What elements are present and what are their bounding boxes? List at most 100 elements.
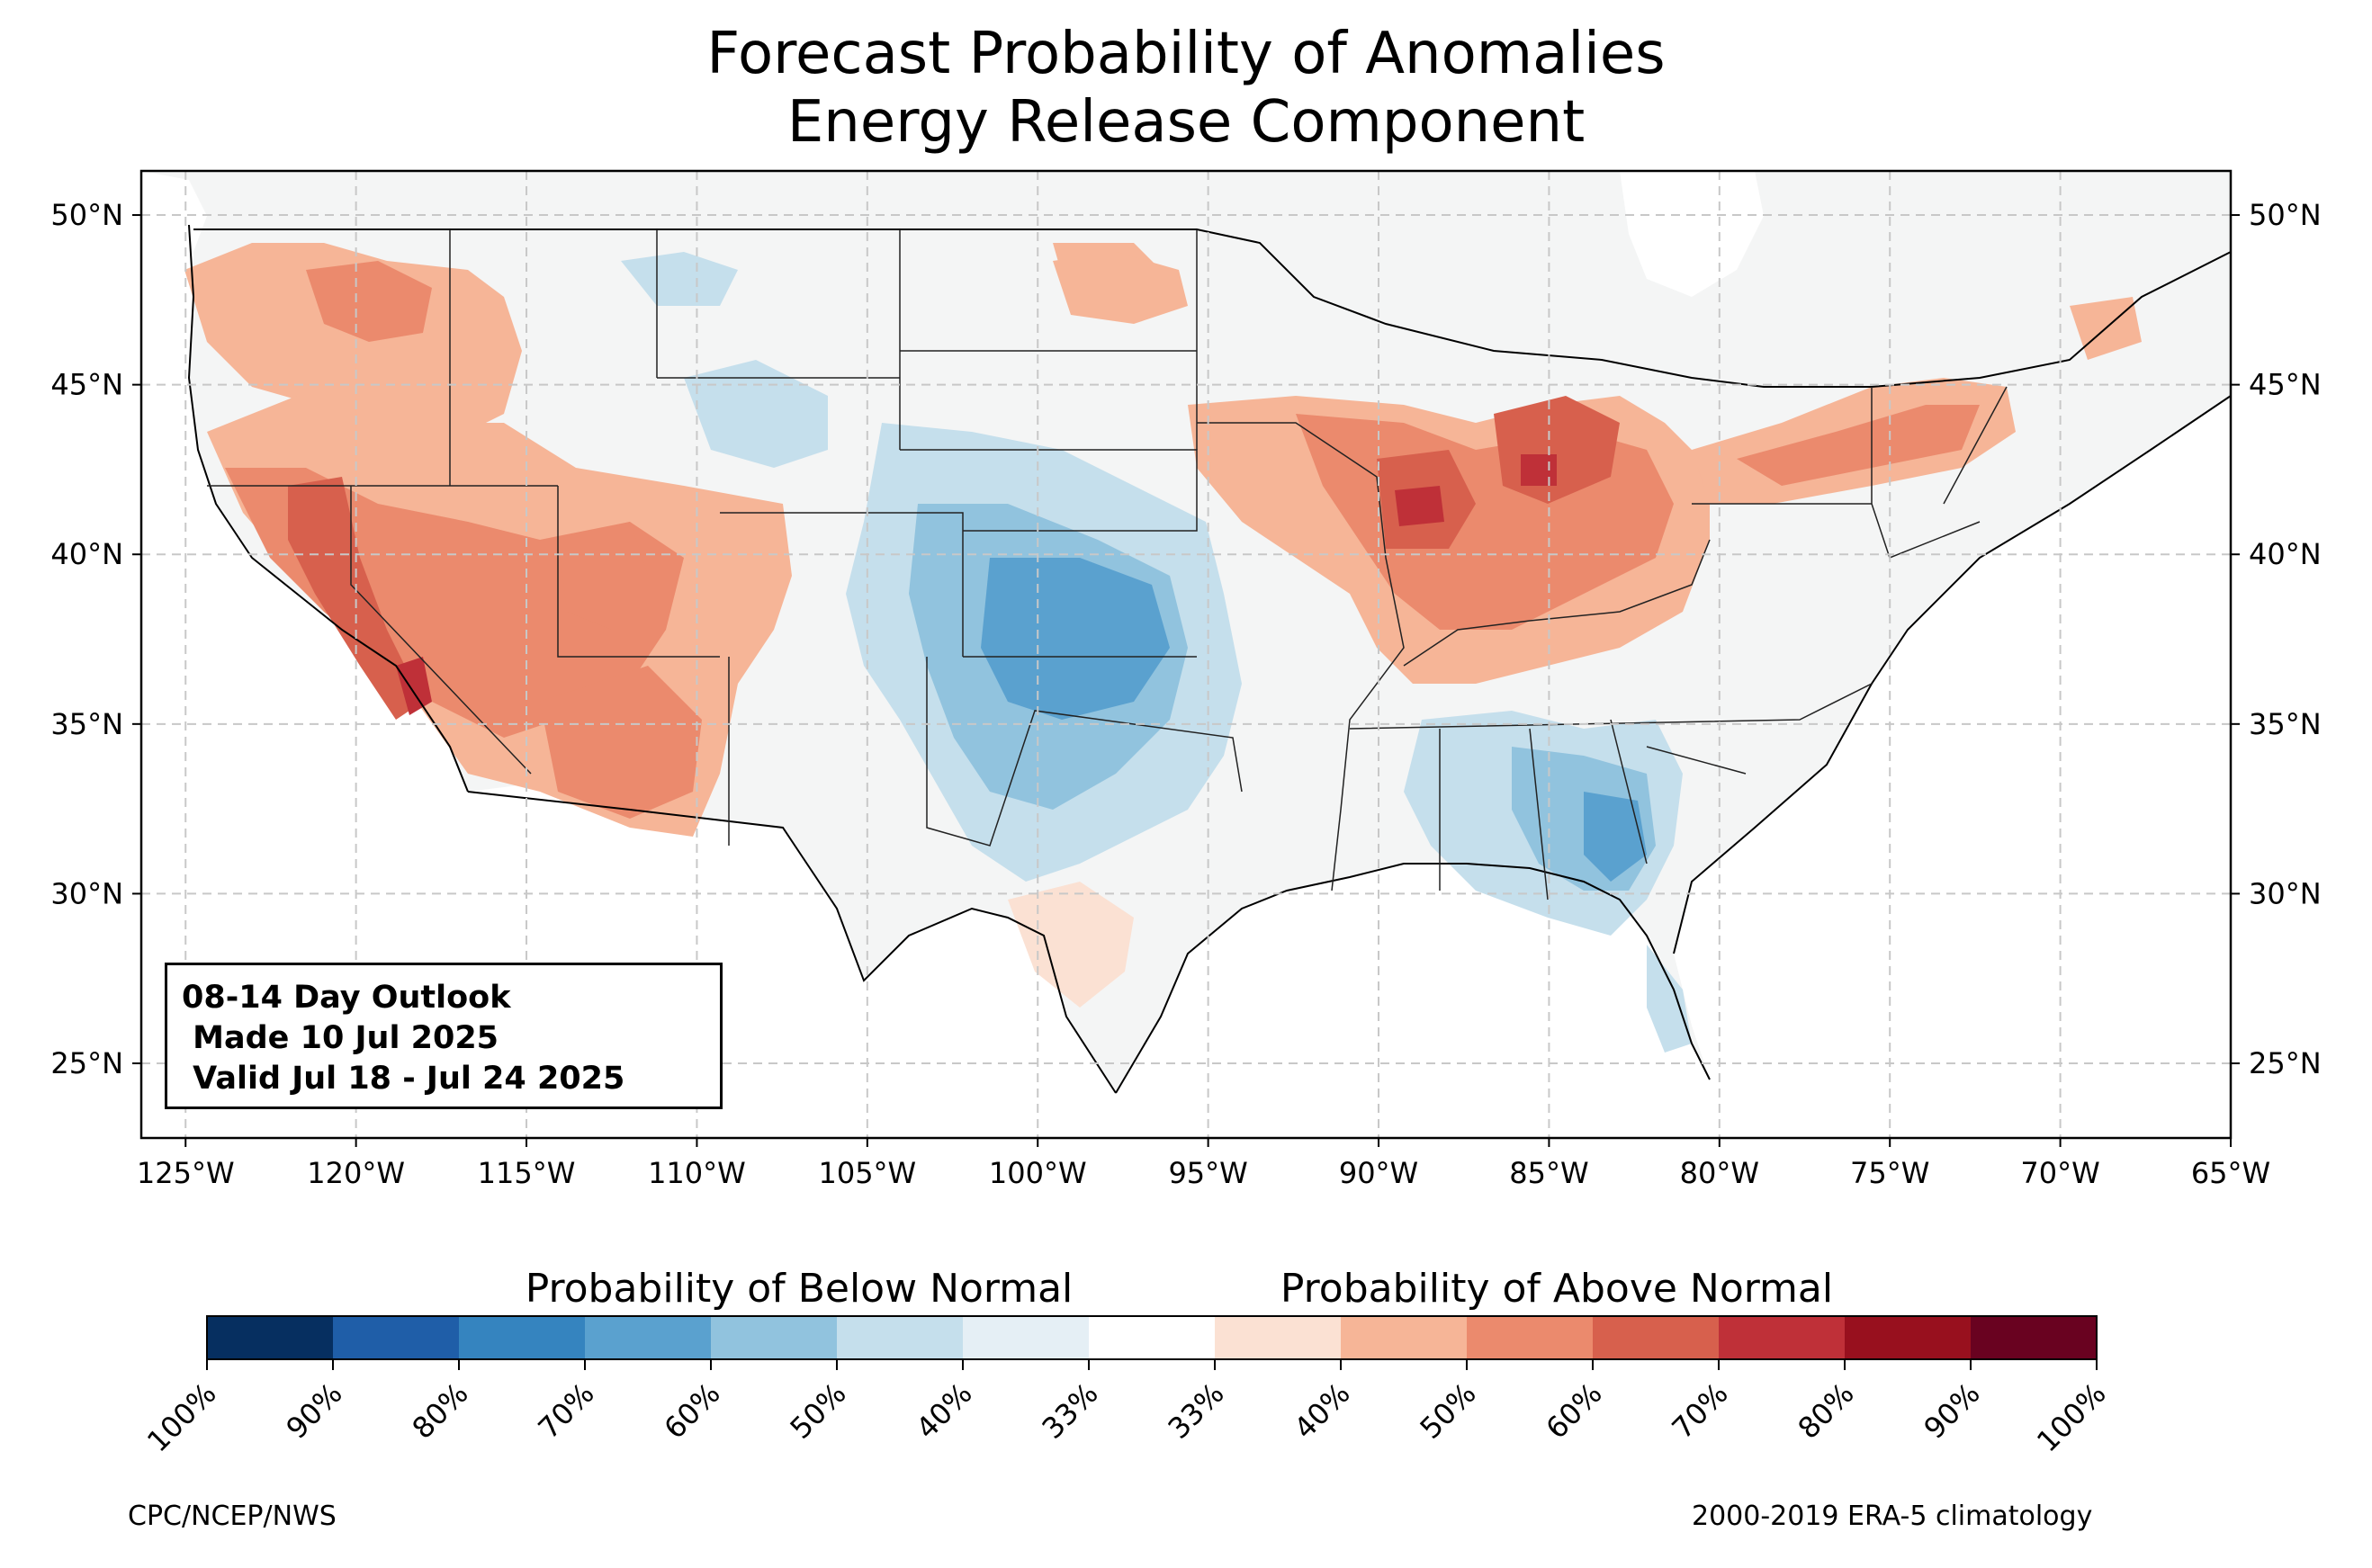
- above-ca: [288, 477, 423, 720]
- lat-tick-label-left-4: 45°N: [50, 368, 123, 402]
- above-ne-mid: [1737, 405, 1980, 486]
- colorbar-tick-label-4: 60%: [657, 1376, 726, 1446]
- map-layer: [141, 171, 2231, 1138]
- below-normal-shading: [621, 252, 1692, 1053]
- lon-tick-label-2: 115°W: [478, 1156, 576, 1190]
- outlook-period: 08-14 Day Outlook: [182, 980, 511, 1016]
- lon-tick-label-8: 85°W: [1509, 1156, 1588, 1190]
- outlook-valid-range: Valid Jul 18 - Jul 24 2025: [182, 1061, 625, 1097]
- footer-source: CPC/NCEP/NWS: [128, 1501, 337, 1532]
- above-sw: [540, 666, 702, 819]
- lat-tick-label-left-3: 40°N: [50, 537, 123, 571]
- colorbar-tick-label-15: 100%: [2030, 1376, 2113, 1459]
- lat-tick-label-left-0: 25°N: [50, 1046, 123, 1080]
- below-ks-core: [981, 558, 1170, 720]
- above-mt-nd: [1053, 252, 1188, 324]
- lat-tick-label-left-2: 35°N: [50, 707, 123, 741]
- above-pnw-core: [306, 261, 432, 342]
- below-wy: [684, 360, 828, 468]
- colorbar-tick-label-13: 80%: [1791, 1376, 1860, 1446]
- colorbar-segment-1: [333, 1316, 460, 1359]
- colorbar-segment-9: [1341, 1316, 1468, 1359]
- border-mississippi: [1197, 422, 1405, 892]
- lon-tick-label-12: 65°W: [2191, 1156, 2270, 1190]
- atlantic-ocean: [1674, 396, 2231, 1138]
- state-borders: [207, 229, 2008, 900]
- colorbar-segment-4: [711, 1316, 838, 1359]
- colorbar-tick-label-6: 40%: [909, 1376, 978, 1446]
- colorbar-tick-label-8: 33%: [1161, 1376, 1230, 1446]
- lat-tick-label-right-5: 50°N: [2249, 198, 2322, 232]
- above-normal-shading: [184, 243, 2142, 1008]
- above-tx: [1008, 882, 1134, 1008]
- chart-title: Forecast Probability of Anomalies Energy…: [0, 20, 2372, 157]
- gulf-of-mexico: [1116, 864, 1710, 1138]
- lon-tick-label-6: 95°W: [1168, 1156, 1247, 1190]
- lat-tick-label-right-1: 30°N: [2249, 876, 2322, 910]
- border-tx: [926, 657, 1243, 847]
- above-mi-peak: [1521, 454, 1557, 486]
- lon-tick-label-1: 120°W: [307, 1156, 405, 1190]
- colorbar-tick-label-2: 80%: [405, 1376, 474, 1446]
- map-frame: [139, 169, 2233, 1140]
- lat-tick-label-right-3: 40°N: [2249, 537, 2322, 571]
- colorbar-tick-label-11: 60%: [1539, 1376, 1608, 1446]
- border-se: [1439, 719, 1747, 900]
- lon-tick-label-4: 105°W: [818, 1156, 916, 1190]
- colorbar-segment-3: [585, 1316, 712, 1359]
- title-line-1: Forecast Probability of Anomalies: [706, 21, 1666, 87]
- border-mt-nd: [656, 229, 1198, 450]
- colorbar-segment-5: [837, 1316, 964, 1359]
- lon-tick-label-11: 70°W: [2020, 1156, 2099, 1190]
- lon-tick-label-7: 90°W: [1339, 1156, 1418, 1190]
- colorbar-segment-10: [1467, 1316, 1594, 1359]
- border-ne: [1692, 386, 2008, 559]
- mexico-border: [467, 791, 1117, 1094]
- border-ohio: [1403, 539, 1711, 667]
- colorbar-tick-label-0: 100%: [140, 1376, 223, 1459]
- below-mt: [621, 252, 738, 306]
- us-gulf-coast: [1115, 863, 1711, 1094]
- lon-tick-label-5: 100°W: [989, 1156, 1087, 1190]
- lat-tick-label-right-0: 25°N: [2249, 1046, 2322, 1080]
- colorbar-segment-11: [1593, 1316, 1720, 1359]
- footer-climatology: 2000-2019 ERA-5 climatology: [1692, 1501, 2093, 1532]
- us-west-coast: [187, 224, 469, 793]
- above-il-peak: [1395, 486, 1444, 526]
- us-east-coast: [1673, 395, 2231, 954]
- lon-tick-label-10: 75°W: [1850, 1156, 1929, 1190]
- colorbar-tick-label-14: 90%: [1917, 1376, 1986, 1446]
- gridlines: [141, 171, 2231, 1138]
- lon-tick-label-0: 125°W: [137, 1156, 235, 1190]
- border-ut: [557, 486, 720, 658]
- border-ne-ks: [900, 449, 1198, 532]
- lat-tick-label-right-4: 45°N: [2249, 368, 2322, 402]
- lon-tick-label-3: 110°W: [648, 1156, 746, 1190]
- border-nv-ca: [350, 486, 532, 775]
- hudson-bay-region: [1620, 171, 1764, 297]
- colorbar-tick-label-3: 70%: [531, 1376, 600, 1446]
- lat-tick-label-left-1: 30°N: [50, 876, 123, 910]
- above-pnw: [184, 243, 522, 441]
- colorbar-outline: [206, 1315, 2098, 1360]
- colorbar-tick-label-1: 90%: [279, 1376, 348, 1446]
- border-tn: [1349, 683, 1873, 730]
- colorbar-tick-label-5: 50%: [783, 1376, 852, 1446]
- above-nv-peak: [396, 657, 432, 715]
- colorbar-segment-14: [1971, 1316, 2098, 1359]
- colorbar-segment-13: [1845, 1316, 1972, 1359]
- axis-ticks: 125°W 120°W 115°W 110°W 105°W 100°W 95°W 90°W 85…: [50, 198, 2321, 1190]
- colorbar-segment-8: [1215, 1316, 1342, 1359]
- coastlines: [187, 224, 2231, 1094]
- border-co: [720, 512, 964, 657]
- colorbar-tick-label-10: 50%: [1413, 1376, 1482, 1446]
- outlook-made-date: Made 10 Jul 2025: [182, 1020, 499, 1056]
- lat-tick-label-left-5: 50°N: [50, 198, 123, 232]
- colorbar-segment-2: [459, 1316, 586, 1359]
- colorbar: 100% 90% 80% 70% 60% 50% 40% 33% 33% 40% 50% 60% 70%…: [140, 1315, 2113, 1459]
- title-line-2: Energy Release Component: [786, 89, 1586, 156]
- pacific-ocean: [141, 171, 1116, 1138]
- below-ga-core: [1584, 792, 1647, 882]
- below-fl: [1647, 945, 1692, 1053]
